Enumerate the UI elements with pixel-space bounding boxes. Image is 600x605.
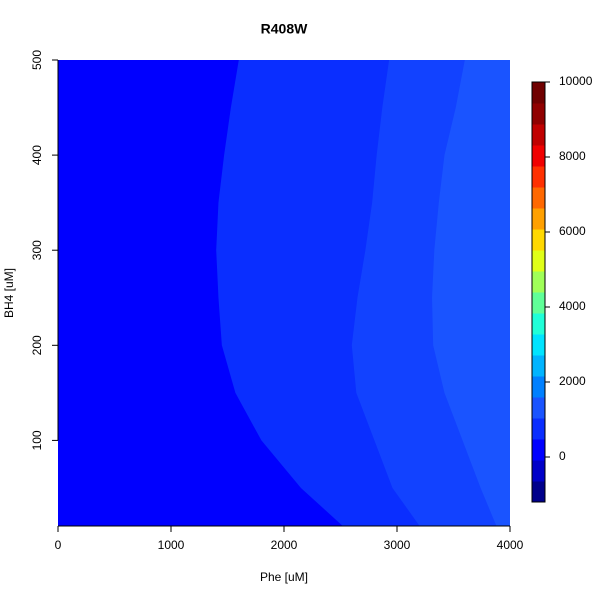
- colorbar-band: [532, 103, 545, 125]
- colorbar-tick-label: 4000: [559, 299, 586, 313]
- colorbar-band: [532, 481, 545, 503]
- colorbar-band: [532, 355, 545, 377]
- y-tick-label: 100: [30, 430, 44, 450]
- colorbar-band: [532, 229, 545, 251]
- colorbar-tick-label: 10000: [559, 74, 593, 88]
- x-tick-label: 1000: [158, 538, 185, 552]
- colorbar-band: [532, 460, 545, 482]
- x-tick-label: 2000: [271, 538, 298, 552]
- colorbar-tick-label: 2000: [559, 374, 586, 388]
- colorbar-band: [532, 208, 545, 230]
- colorbar-tick-label: 0: [559, 449, 566, 463]
- colorbar-tick-label: 6000: [559, 224, 586, 238]
- colorbar-tick-label: 8000: [559, 149, 586, 163]
- x-axis-label: Phe [uM]: [260, 570, 308, 584]
- colorbar-band: [532, 418, 545, 440]
- colorbar-band: [532, 250, 545, 272]
- colorbar-band: [532, 145, 545, 167]
- y-tick-label: 400: [30, 145, 44, 165]
- colorbar-band: [532, 187, 545, 209]
- y-tick-label: 500: [30, 50, 44, 70]
- x-tick-label: 4000: [497, 538, 524, 552]
- colorbar-band: [532, 376, 545, 398]
- y-tick-label: 300: [30, 240, 44, 260]
- contour-region: [432, 60, 510, 526]
- colorbar-band: [532, 166, 545, 188]
- colorbar-frame: [531, 81, 546, 503]
- colorbar-band: [532, 397, 545, 419]
- colorbar-band: [532, 313, 545, 335]
- colorbar-band: [532, 439, 545, 461]
- colorbar-band: [532, 271, 545, 293]
- colorbar-band: [532, 334, 545, 356]
- chart-title: R408W: [261, 21, 308, 37]
- colorbar-band: [532, 82, 545, 104]
- colorbar-band: [532, 124, 545, 146]
- y-tick-label: 200: [30, 335, 44, 355]
- x-tick-label: 0: [55, 538, 62, 552]
- x-tick-label: 3000: [384, 538, 411, 552]
- y-axis-label: BH4 [uM]: [2, 268, 16, 318]
- colorbar-band: [532, 292, 545, 314]
